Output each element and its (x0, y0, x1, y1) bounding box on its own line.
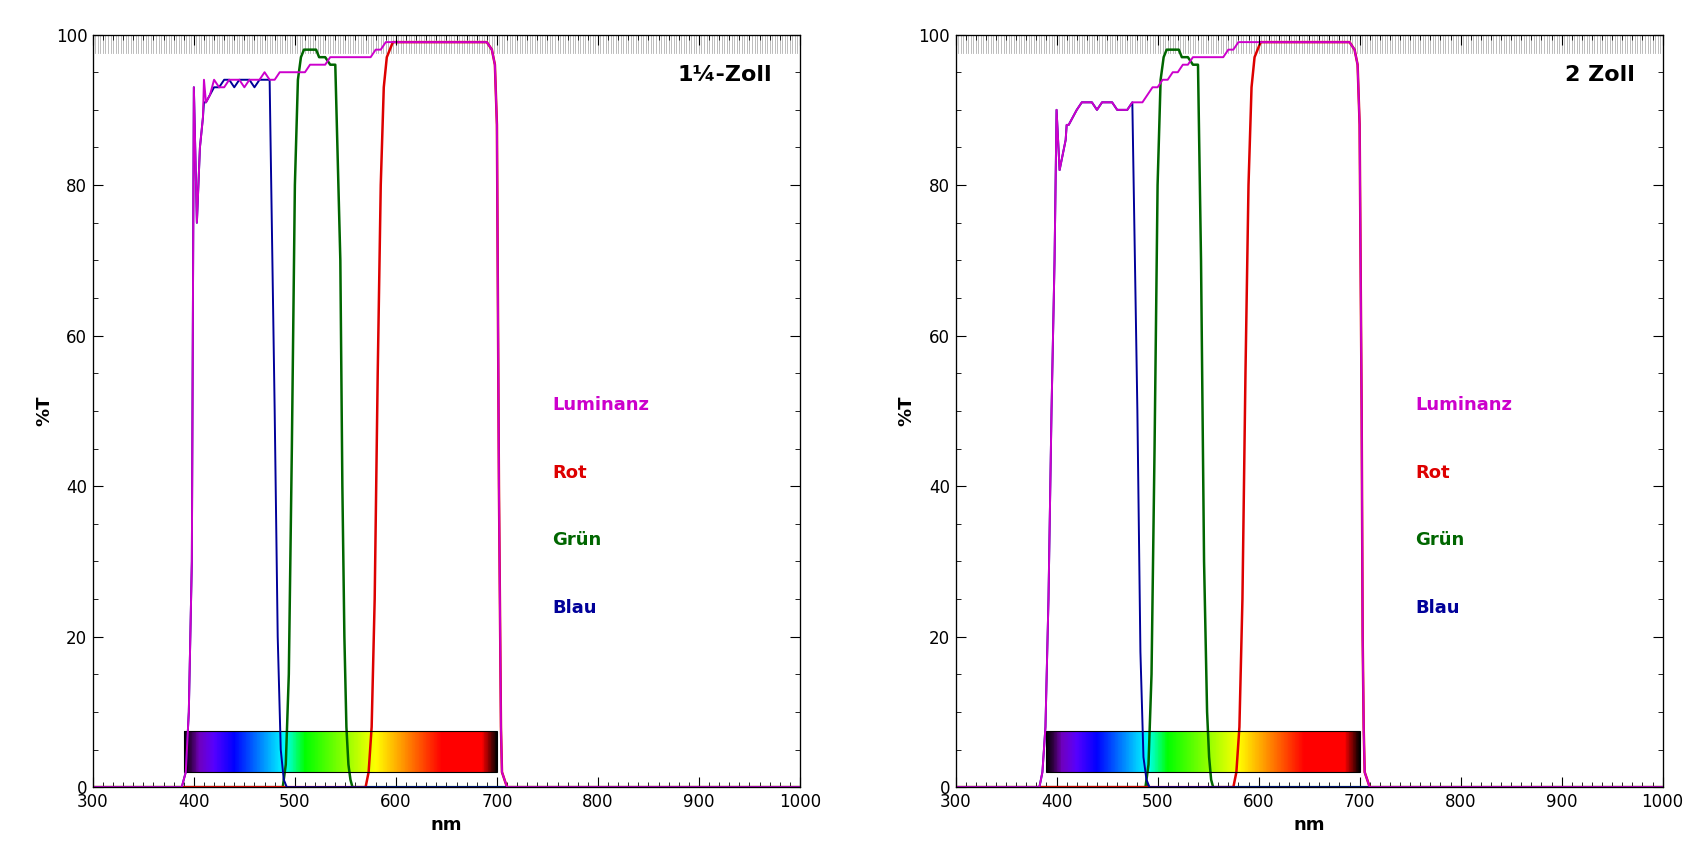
Y-axis label: %T: %T (898, 395, 915, 426)
Bar (1047, 731, 1359, 772)
Text: Blau: Blau (1415, 599, 1460, 617)
Bar (184, 731, 496, 772)
Text: 2 Zoll: 2 Zoll (1565, 65, 1634, 85)
Text: Blau: Blau (552, 599, 598, 617)
Text: Rot: Rot (1415, 464, 1450, 482)
Text: Rot: Rot (552, 464, 587, 482)
Text: Grün: Grün (552, 531, 601, 549)
Y-axis label: %T: %T (35, 395, 52, 426)
Text: Grün: Grün (1415, 531, 1465, 549)
Text: Luminanz: Luminanz (552, 396, 650, 413)
Text: Luminanz: Luminanz (1415, 396, 1512, 413)
X-axis label: nm: nm (1293, 817, 1325, 834)
Text: 1¼-Zoll: 1¼-Zoll (677, 65, 771, 85)
X-axis label: nm: nm (430, 817, 463, 834)
